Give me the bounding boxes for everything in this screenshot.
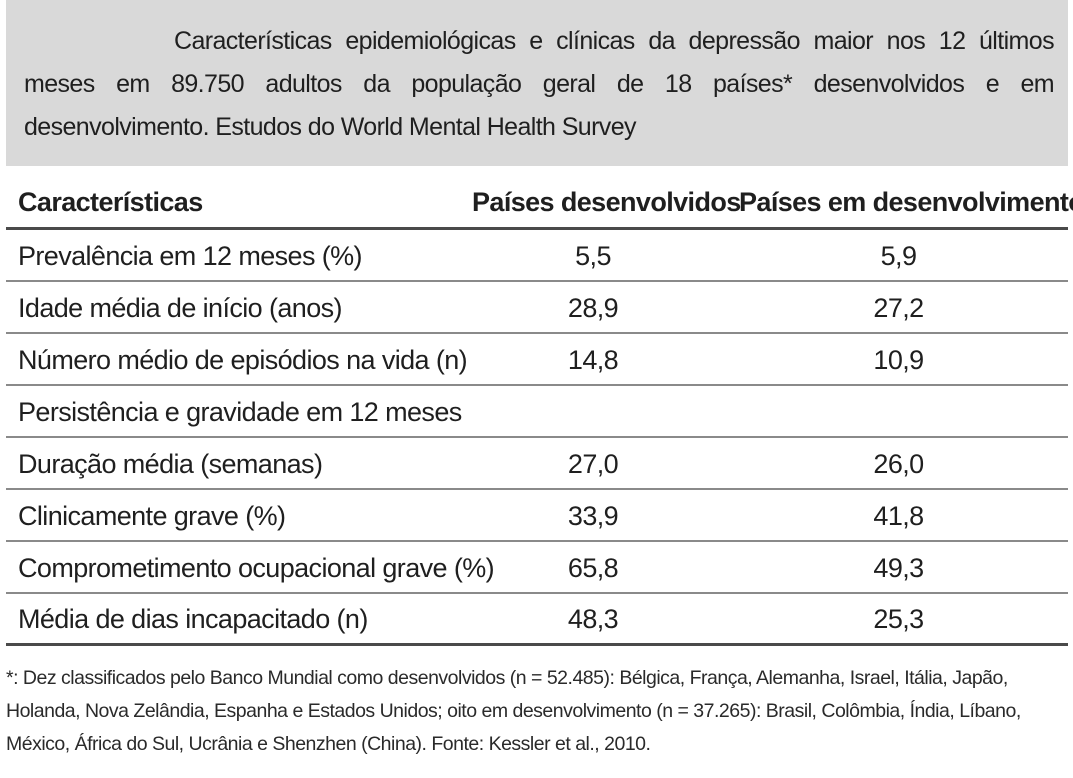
table-caption: Características epidemiológicas e clínic…: [6, 0, 1068, 166]
row-label: Comprometimento ocupacional grave (%): [18, 553, 495, 583]
table-row: Comprometimento ocupacional grave (%) 65…: [6, 542, 1068, 594]
table-header-row: Características Países desenvolvidos Paí…: [6, 166, 1073, 230]
table-footnote: *: Dez classificados pelo Banco Mundial …: [6, 667, 1021, 755]
value-developed: 33,9: [567, 501, 619, 531]
value-developing: 41,8: [873, 501, 924, 531]
value-developing: 5,9: [880, 241, 917, 271]
row-label: Idade média de início (anos): [18, 293, 343, 323]
header-characteristics: Características: [18, 187, 203, 217]
value-developing: 10,9: [873, 345, 924, 375]
characteristics-table: Características Países desenvolvidos Paí…: [6, 166, 1073, 646]
table-row: Duração média (semanas) 27,0 26,0: [6, 438, 1068, 490]
value-developing: 27,2: [873, 293, 924, 323]
value-developed: 27,0: [567, 449, 619, 479]
header-developing-countries: Países em desenvolvimento: [739, 187, 1073, 217]
row-label: Prevalência em 12 meses (%): [18, 241, 363, 271]
table-row: Média de dias incapacitado (n) 48,3 25,3: [6, 594, 1068, 646]
value-developed: 5,5: [575, 241, 611, 271]
value-developing: 49,3: [873, 553, 924, 583]
value-developed: 65,8: [567, 553, 619, 583]
value-developing: 25,3: [873, 604, 924, 634]
table-row: Prevalência em 12 meses (%) 5,5 5,9: [6, 230, 1068, 282]
row-label: Duração média (semanas): [18, 449, 323, 479]
table-row: Persistência e gravidade em 12 meses: [6, 386, 1068, 438]
value-developing: 26,0: [873, 449, 924, 479]
row-label: Persistência e gravidade em 12 meses: [18, 397, 462, 427]
value-developed: 28,9: [567, 293, 619, 323]
value-developed: 48,3: [567, 604, 619, 634]
row-label: Média de dias incapacitado (n): [18, 604, 368, 634]
table-row: Idade média de início (anos) 28,9 27,2: [6, 282, 1068, 334]
table-row: Clinicamente grave (%) 33,9 41,8: [6, 490, 1068, 542]
table-row: Número médio de episódios na vida (n) 14…: [6, 334, 1068, 386]
row-label: Número médio de episódios na vida (n): [18, 345, 468, 375]
value-developed: 14,8: [567, 345, 619, 375]
caption-text: Características epidemiológicas e clínic…: [24, 27, 1055, 141]
row-label: Clinicamente grave (%): [18, 501, 286, 531]
header-developed-countries: Países desenvolvidos: [472, 187, 741, 217]
